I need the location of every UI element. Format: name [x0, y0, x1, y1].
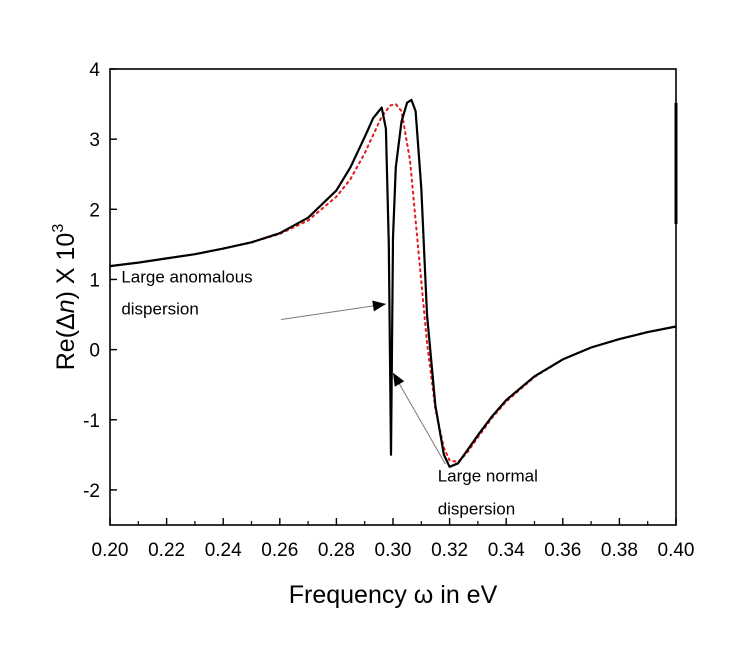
- x-tick-label: 0.36: [544, 540, 581, 561]
- y-tick-label: 1: [89, 270, 100, 291]
- annotations: Large anomalous dispersion Large normal dis…: [121, 267, 538, 518]
- y-tick-label: -1: [83, 411, 100, 432]
- annotation-anomalous-text: Large anomalous: [121, 267, 252, 286]
- x-axis-title: Frequency ω in eV: [289, 581, 498, 609]
- x-tick-label: 0.32: [431, 540, 468, 561]
- y-axis-title: Re(Δn) X 103: [50, 224, 80, 371]
- y-tick-label: 0: [89, 341, 100, 362]
- x-tick-label: 0.40: [658, 540, 695, 561]
- y-tick-label: 4: [89, 60, 100, 81]
- y-axis-title-exponent: 3: [50, 224, 67, 233]
- annotation-anomalous-arrowhead: [372, 300, 386, 312]
- x-tick-label: 0.26: [261, 540, 298, 561]
- y-axis-title-prefix: Re(Δ: [52, 313, 80, 370]
- x-tick-label: 0.24: [205, 540, 242, 561]
- annotation-normal-text: Large normal: [438, 467, 538, 486]
- y-axis-title-var: n: [52, 299, 80, 313]
- y-tick-label: 2: [89, 200, 100, 221]
- x-tick-label: 0.30: [375, 540, 412, 561]
- x-tick-label: 0.38: [601, 540, 638, 561]
- y-axis-title-suffix: ) X 10: [52, 233, 80, 300]
- x-tick-label: 0.22: [148, 540, 185, 561]
- series-line-solid: [109, 98, 677, 468]
- annotation-normal-leader: [392, 372, 446, 465]
- annotation-normal-arrowhead: [393, 372, 405, 387]
- x-tick-label: 0.28: [318, 540, 355, 561]
- annotation-normal-text: dispersion: [438, 499, 516, 518]
- y-tick-label: 3: [89, 130, 100, 151]
- y-tick-label: -2: [83, 481, 100, 502]
- annotation-anomalous-leader: [281, 303, 386, 320]
- x-axis-ticks: 0.20 0.22 0.24 0.26 0.28 0.30 0.32 0.34 0.36 0.38…: [92, 518, 695, 561]
- x-tick-label: 0.20: [92, 540, 129, 561]
- y-axis-ticks: -2 -1 0 1 2 3 4: [83, 60, 117, 502]
- x-tick-label: 0.34: [488, 540, 525, 561]
- annotation-anomalous-text: dispersion: [121, 300, 199, 319]
